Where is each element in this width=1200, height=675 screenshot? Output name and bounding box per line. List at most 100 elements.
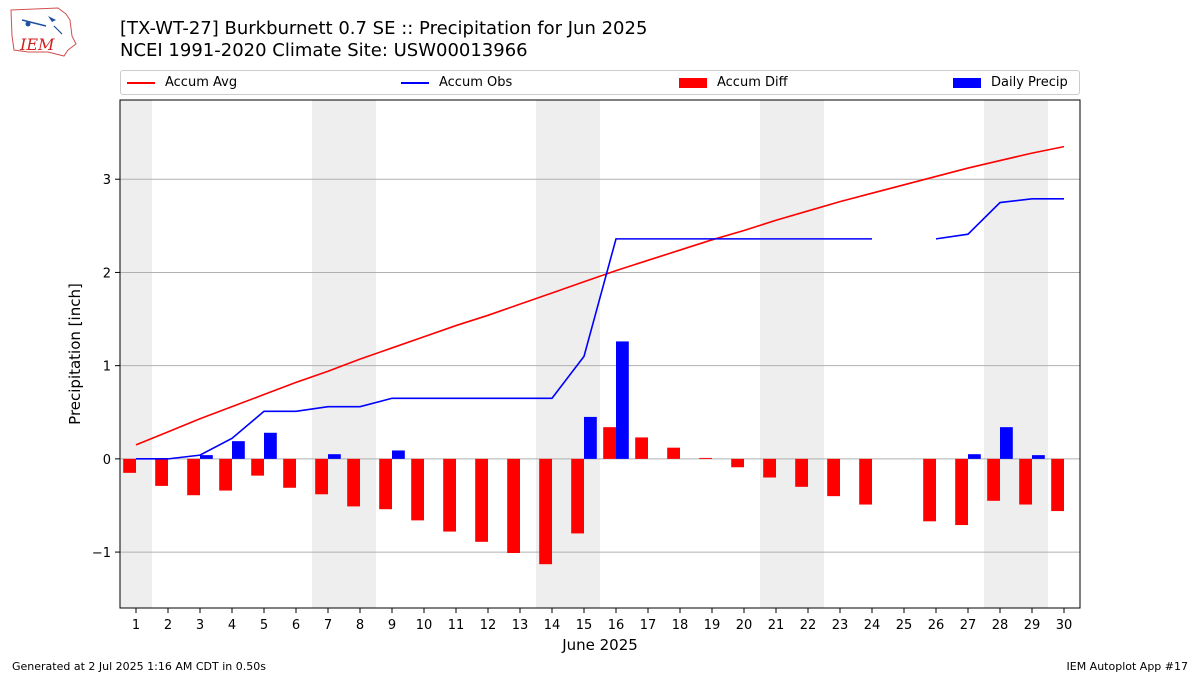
bar-accum-diff-day-23 xyxy=(827,458,840,497)
bar-daily-precip-day-5 xyxy=(264,432,277,459)
bar-accum-diff-day-11 xyxy=(443,458,456,532)
bar-accum-diff-day-9 xyxy=(379,458,392,510)
x-tick-label-1: 1 xyxy=(132,618,140,633)
bar-daily-precip-day-27 xyxy=(968,454,981,459)
x-tick-label-20: 20 xyxy=(736,618,753,633)
bar-accum-diff-day-1 xyxy=(123,458,136,473)
bar-accum-diff-day-19 xyxy=(699,457,712,459)
bar-accum-diff-day-29 xyxy=(1019,458,1032,505)
plot-frame xyxy=(119,99,1081,609)
footer-generated: Generated at 2 Jul 2025 1:16 AM CDT in 0… xyxy=(12,660,266,673)
y-tick-label-1: 0 xyxy=(103,453,111,468)
legend-swatch-accum-obs xyxy=(401,81,429,84)
bar-accum-diff-day-15 xyxy=(571,458,584,534)
bar-accum-diff-day-30 xyxy=(1051,458,1064,512)
bar-accum-diff-day-28 xyxy=(987,458,1000,501)
x-tick-label-17: 17 xyxy=(640,618,657,633)
weekend-shading xyxy=(120,100,1048,608)
bar-daily-precip-day-3 xyxy=(200,455,213,459)
x-tick-label-24: 24 xyxy=(864,618,881,633)
bar-accum-diff-day-26 xyxy=(923,458,936,522)
x-tick-label-23: 23 xyxy=(832,618,849,633)
x-tick-label-10: 10 xyxy=(416,618,433,633)
y-axis-label: Precipitation [inch] xyxy=(66,283,84,425)
legend-label-accum-diff: Accum Diff xyxy=(717,75,788,90)
x-tick-label-30: 30 xyxy=(1056,618,1073,633)
x-tick-label-15: 15 xyxy=(576,618,593,633)
x-tick-label-7: 7 xyxy=(324,618,332,633)
y-tick-label-3: 2 xyxy=(103,266,111,281)
x-tick-label-22: 22 xyxy=(800,618,817,633)
weekend-shade-day-21 xyxy=(760,100,792,608)
x-tick-label-5: 5 xyxy=(260,618,268,633)
bar-accum-diff-day-10 xyxy=(411,458,424,521)
legend-swatch-accum-diff xyxy=(679,77,707,88)
weekend-shade-day-7 xyxy=(312,100,344,608)
bar-accum-diff-day-24 xyxy=(859,458,872,505)
x-tick-label-8: 8 xyxy=(356,618,364,633)
line-accum-avg-segment-0 xyxy=(135,145,1065,446)
x-tick-label-16: 16 xyxy=(608,618,625,633)
weekend-shade-day-8 xyxy=(344,100,376,608)
legend-label-accum-obs: Accum Obs xyxy=(439,75,513,90)
x-tick-label-28: 28 xyxy=(992,618,1009,633)
footer-app: IEM Autoplot App #17 xyxy=(1066,660,1189,673)
bar-accum-diff-day-4 xyxy=(219,458,232,491)
iem-logo: IEM xyxy=(10,7,77,57)
x-tick-label-29: 29 xyxy=(1024,618,1041,633)
y-tick-label-4: 3 xyxy=(103,173,111,188)
x-tick-label-27: 27 xyxy=(960,618,977,633)
bar-accum-diff-day-21 xyxy=(763,458,776,478)
x-tick-label-25: 25 xyxy=(896,618,913,633)
line-accum-obs-segment-0 xyxy=(136,238,872,460)
chart-subtitle: NCEI 1991-2020 Climate Site: USW00013966 xyxy=(120,40,528,61)
grid-lines xyxy=(120,178,1080,553)
chart-title: [TX-WT-27] Burkburnett 0.7 SE :: Precipi… xyxy=(120,18,648,39)
bar-accum-diff-day-27 xyxy=(955,458,968,526)
x-tick-label-26: 26 xyxy=(928,618,945,633)
bar-accum-diff-day-13 xyxy=(507,458,520,554)
legend: Accum Avg Accum Obs Accum Diff Daily Pre… xyxy=(120,70,1080,95)
weekend-shade-day-28 xyxy=(984,100,1016,608)
bars xyxy=(123,341,1064,565)
legend-swatch-accum-avg xyxy=(127,81,155,84)
bar-accum-diff-day-22 xyxy=(795,458,808,487)
x-tick-label-18: 18 xyxy=(672,618,689,633)
y-tick-label-0: −1 xyxy=(92,546,111,561)
bar-accum-diff-day-14 xyxy=(539,458,552,565)
legend-item-accum-obs: Accum Obs xyxy=(401,74,512,92)
bar-accum-diff-day-8 xyxy=(347,458,360,507)
x-tick-label-11: 11 xyxy=(448,618,465,633)
legend-label-accum-avg: Accum Avg xyxy=(165,75,238,90)
weekend-shade-day-22 xyxy=(792,100,824,608)
bar-daily-precip-day-7 xyxy=(328,454,341,459)
legend-swatch-daily-precip xyxy=(953,77,981,88)
lines xyxy=(135,145,1065,460)
bar-daily-precip-day-28 xyxy=(1000,427,1013,459)
bar-accum-diff-day-18 xyxy=(667,447,680,459)
legend-item-accum-diff: Accum Diff xyxy=(679,74,788,92)
x-axis-label: June 2025 xyxy=(561,636,638,654)
bar-daily-precip-day-4 xyxy=(232,441,245,459)
x-tick-label-9: 9 xyxy=(388,618,396,633)
x-tick-label-19: 19 xyxy=(704,618,721,633)
bar-accum-diff-day-20 xyxy=(731,458,744,468)
bar-daily-precip-day-16 xyxy=(616,341,629,459)
bar-accum-diff-day-5 xyxy=(251,458,264,476)
bar-daily-precip-day-9 xyxy=(392,450,405,459)
bar-accum-diff-day-2 xyxy=(155,458,168,486)
x-tick-label-14: 14 xyxy=(544,618,561,633)
bar-accum-diff-day-7 xyxy=(315,458,328,495)
bar-accum-diff-day-16 xyxy=(603,427,616,459)
x-tick-label-6: 6 xyxy=(292,618,300,633)
bar-accum-diff-day-12 xyxy=(475,458,488,542)
x-tick-label-21: 21 xyxy=(768,618,785,633)
logo-text: IEM xyxy=(19,35,55,54)
x-tick-label-3: 3 xyxy=(196,618,204,633)
legend-label-daily-precip: Daily Precip xyxy=(991,75,1068,90)
x-tick-label-2: 2 xyxy=(164,618,172,633)
y-tick-label-2: 1 xyxy=(103,360,111,375)
line-accum-obs-segment-1 xyxy=(935,198,1064,240)
